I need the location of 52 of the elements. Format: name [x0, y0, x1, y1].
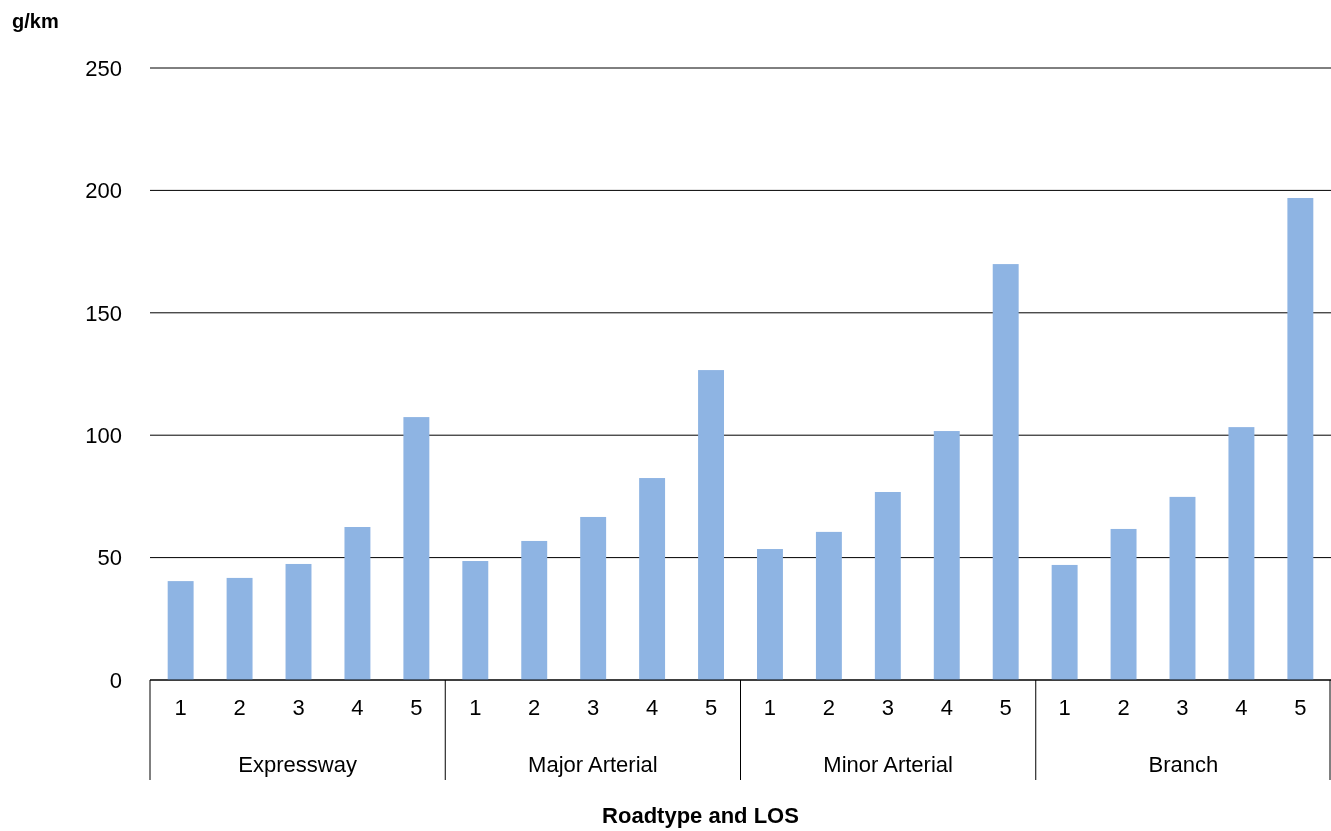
- bar: [757, 549, 783, 680]
- y-tick-label: 250: [85, 55, 122, 81]
- text: Major Arterial: [528, 752, 658, 777]
- x-tick-label: 2: [528, 695, 541, 720]
- x-tick-label: 2: [822, 695, 836, 720]
- x-tick-label: 3: [881, 695, 894, 720]
- y-axis-title: g/km: [12, 10, 59, 32]
- text: Expressway: [238, 752, 357, 777]
- y-tick-label: 150: [85, 300, 122, 326]
- bar: [1228, 427, 1255, 680]
- y-tick-label: 200: [85, 178, 122, 204]
- bar: [285, 563, 312, 680]
- y-tick-label: 50: [97, 545, 122, 571]
- bar: [226, 577, 253, 680]
- x-tick-label: 1: [174, 695, 187, 720]
- bar: [933, 431, 960, 680]
- x-tick-label: 4: [351, 695, 364, 720]
- x-axis-title: Roadtype and LOS: [602, 803, 799, 828]
- x-tick-label: 3: [587, 695, 600, 720]
- x-tick-label: 5: [1294, 695, 1307, 720]
- x-tick-label: 3: [1176, 695, 1189, 720]
- bar: [521, 540, 548, 680]
- bar: [167, 581, 194, 680]
- bar: [462, 561, 489, 680]
- bar: [580, 516, 607, 680]
- x-tick-label: 2: [233, 695, 246, 720]
- x-tick-label: 5: [704, 695, 718, 720]
- x-tick-label: 3: [292, 695, 305, 720]
- bar: [815, 531, 842, 680]
- x-tick-label: 4: [645, 695, 659, 720]
- x-tick-label: 2: [1117, 695, 1130, 720]
- x-tick-label: 5: [999, 695, 1012, 720]
- y-tick-label: 100: [85, 422, 122, 448]
- text: Branch: [1148, 752, 1219, 777]
- bar: [874, 491, 901, 680]
- x-tick-label: 1: [469, 695, 482, 720]
- y-tick-label: 0: [109, 667, 122, 693]
- bar: [1169, 496, 1196, 680]
- bar: [698, 370, 724, 680]
- x-tick-label: 1: [1058, 695, 1071, 720]
- x-tick-label: 4: [940, 695, 953, 720]
- bar: [1051, 564, 1078, 680]
- x-tick-label: 1: [763, 695, 777, 720]
- x-tick-label: 5: [410, 695, 423, 720]
- bar: [403, 417, 430, 680]
- x-tick-label: 4: [1235, 695, 1248, 720]
- text: Minor Arterial: [823, 752, 953, 777]
- bar: [1110, 528, 1137, 680]
- bar: [639, 478, 666, 680]
- bar: [1287, 197, 1314, 680]
- bar: [992, 264, 1019, 680]
- bar: [344, 527, 371, 680]
